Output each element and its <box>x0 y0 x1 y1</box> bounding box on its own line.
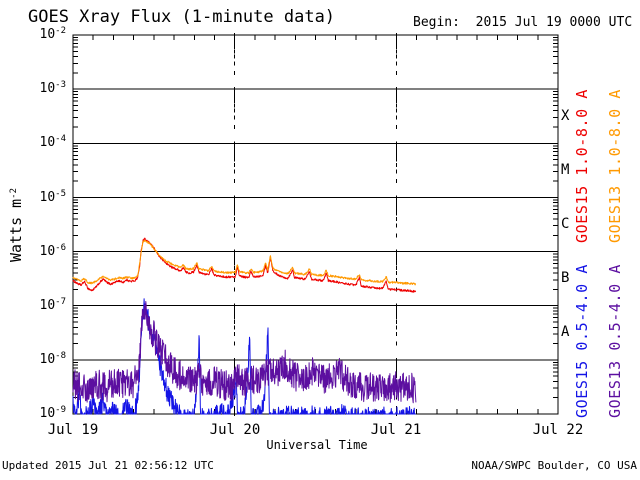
x-axis-label: Universal Time <box>266 438 368 452</box>
series-goes15-1-0-8-0-a <box>72 237 417 293</box>
updated-timestamp: Updated 2015 Jul 21 02:56:12 UTC <box>2 459 214 472</box>
flare-class-x: X <box>561 108 570 124</box>
page-title: GOES Xray Flux (1-minute data) <box>28 7 336 27</box>
legend-goes13-long: GOES13 1.0-8.0 A <box>606 88 624 244</box>
series-goes15-0-5-4-0-a <box>72 298 417 415</box>
y-tick-1e-3: 10-3 <box>39 80 67 96</box>
series-goes13-1-0-8-0-a <box>72 239 417 286</box>
y-tick-1e-8: 10-8 <box>39 351 67 367</box>
legend-goes15-long: GOES15 1.0-8.0 A <box>573 88 591 244</box>
plot-frame <box>72 34 559 415</box>
x-tick-jul19: Jul 19 <box>47 422 99 438</box>
y-tick-1e-4: 10-4 <box>39 134 67 150</box>
y-axis-label: Watts m-2 <box>7 187 25 263</box>
y-tick-1e-2: 10-2 <box>39 26 67 42</box>
data-source: NOAA/SWPC Boulder, CO USA <box>471 459 637 472</box>
y-tick-1e-6: 10-6 <box>39 243 67 259</box>
legend-goes15-short: GOES15 0.5-4.0 A <box>573 263 591 419</box>
day-gridlines-dashed <box>234 33 397 416</box>
x-tick-jul21: Jul 21 <box>370 422 422 438</box>
axis-minor-ticks <box>73 35 558 414</box>
y-tick-1e-5: 10-5 <box>39 189 67 205</box>
series-goes13-0-5-4-0-a <box>72 301 417 404</box>
x-tick-jul22: Jul 22 <box>532 422 584 438</box>
flare-class-m: M <box>561 162 570 178</box>
legend-goes13-short: GOES13 0.5-4.0 A <box>606 263 624 419</box>
x-tick-jul20: Jul 20 <box>209 422 261 438</box>
y-tick-1e-7: 10-7 <box>39 297 67 313</box>
y-tick-1e-9: 10-9 <box>39 405 67 421</box>
flare-class-b: B <box>561 270 570 286</box>
begin-time-label: Begin: 2015 Jul 19 0000 UTC <box>413 15 633 30</box>
decade-gridlines <box>73 88 558 361</box>
flare-class-c: C <box>561 216 570 232</box>
flare-class-a: A <box>561 324 570 340</box>
